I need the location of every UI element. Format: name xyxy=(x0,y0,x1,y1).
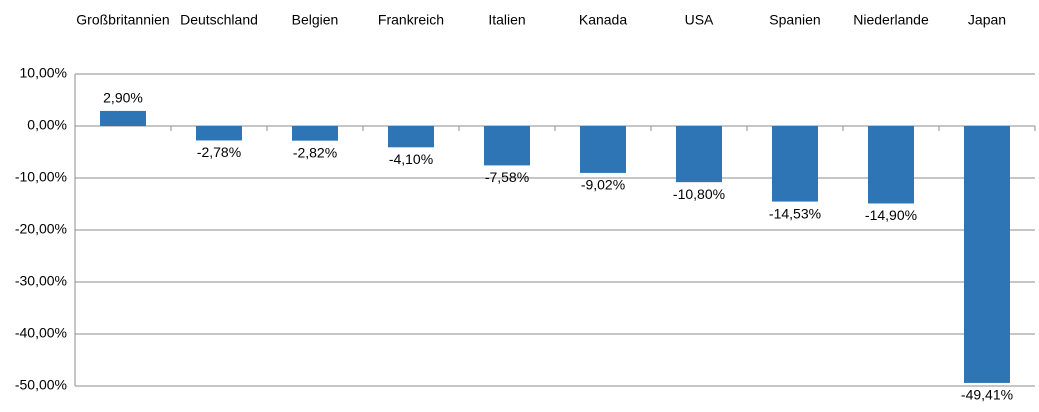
bar xyxy=(484,126,530,166)
data-label: -49,41% xyxy=(961,387,1013,403)
y-tick-label: -50,00% xyxy=(15,377,67,393)
bar xyxy=(868,126,914,204)
x-tick-label: Deutschland xyxy=(180,12,258,28)
bar xyxy=(580,126,626,173)
x-tick-label: Italien xyxy=(488,12,525,28)
data-label: -14,53% xyxy=(769,205,821,221)
data-label: -14,90% xyxy=(865,207,917,223)
bar xyxy=(388,126,434,148)
x-tick-label: Spanien xyxy=(769,12,820,28)
x-tick-label: Großbritannien xyxy=(76,12,169,28)
bar xyxy=(196,126,242,141)
y-tick-label: -40,00% xyxy=(15,325,67,341)
x-tick-label: Belgien xyxy=(292,12,339,28)
y-tick-label: 0,00% xyxy=(27,117,67,133)
bar xyxy=(964,126,1010,383)
x-tick-label: USA xyxy=(685,12,714,28)
x-tick-label: Frankreich xyxy=(378,12,444,28)
bar xyxy=(292,126,338,141)
y-tick-label: -30,00% xyxy=(15,273,67,289)
bar xyxy=(772,126,818,202)
y-tick-label: 10,00% xyxy=(20,65,67,81)
x-tick-label: Japan xyxy=(968,12,1006,28)
data-label: -9,02% xyxy=(581,177,625,193)
data-label: -10,80% xyxy=(673,186,725,202)
data-label: -2,78% xyxy=(197,144,241,160)
data-label: -7,58% xyxy=(485,169,529,185)
data-label: -2,82% xyxy=(293,144,337,160)
y-tick-label: -20,00% xyxy=(15,221,67,237)
y-tick-label: -10,00% xyxy=(15,169,67,185)
data-label: 2,90% xyxy=(103,90,143,106)
bar xyxy=(100,110,146,126)
bar xyxy=(676,126,722,183)
x-tick-label: Kanada xyxy=(579,12,627,28)
x-tick-label: Niederlande xyxy=(853,12,929,28)
data-label: -4,10% xyxy=(389,151,433,167)
